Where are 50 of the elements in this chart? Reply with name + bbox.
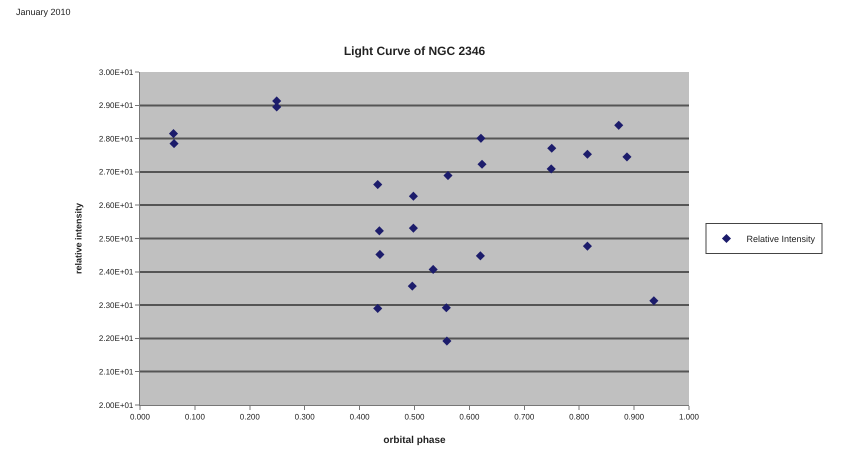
- point: [476, 134, 486, 143]
- point: [373, 304, 382, 313]
- x-tick-label: 0.400: [350, 412, 370, 422]
- y-tick-label: 2.80E+01: [98, 134, 134, 144]
- point: [443, 171, 453, 180]
- point: [408, 192, 418, 201]
- x-tick-label: 0.000: [130, 412, 151, 422]
- point: [582, 242, 592, 251]
- x-tick-label: 0.900: [624, 412, 645, 422]
- x-tick-label: 1.000: [678, 412, 700, 422]
- text: January 2010: [16, 7, 71, 17]
- y-tick-label: 2.20E+01: [98, 334, 134, 344]
- point: [373, 180, 382, 190]
- point: [614, 120, 624, 130]
- point: [442, 303, 451, 312]
- legend-label: Relative Intensity: [746, 234, 816, 244]
- point: [582, 150, 592, 159]
- point: [649, 296, 658, 306]
- x-tick-label: 0.100: [184, 412, 206, 422]
- x-tick-label: 0.300: [294, 412, 316, 422]
- y-tick-label: 3.00E+01: [98, 68, 134, 77]
- point: [375, 250, 384, 260]
- x-tick-label: 0.600: [459, 412, 480, 422]
- x-tick-label: 0.800: [569, 412, 590, 422]
- y-tick-label: 2.00E+01: [98, 400, 134, 410]
- point: [428, 264, 438, 274]
- x-tick-label: 0.700: [514, 412, 535, 422]
- y-tick-label: 2.90E+01: [98, 101, 134, 110]
- y-tick-label: 2.10E+01: [98, 368, 134, 376]
- y-tick-label: 2.60E+01: [98, 201, 134, 210]
- x-tick-label: 0.500: [404, 412, 426, 422]
- y-tick-label: 2.40E+01: [98, 268, 134, 277]
- point: [622, 152, 632, 162]
- y-tick-label: 2.70E+01: [98, 168, 134, 177]
- x-tick-label: 0.200: [240, 412, 260, 422]
- point: [169, 139, 179, 148]
- x-axis-title: orbital phase: [383, 435, 446, 446]
- point: [374, 226, 384, 236]
- point: [547, 144, 556, 153]
- chart-title: Light Curve of NGC 2346: [344, 44, 486, 58]
- point: [408, 224, 418, 233]
- point: [408, 282, 417, 291]
- point: [168, 129, 178, 138]
- point: [476, 251, 485, 260]
- y-axis-title: relative intensity: [73, 202, 84, 274]
- point: [442, 336, 452, 346]
- y-tick-label: 2.30E+01: [98, 300, 134, 310]
- y-tick-label: 2.50E+01: [98, 234, 134, 244]
- point: [546, 164, 556, 174]
- point: [477, 160, 487, 169]
